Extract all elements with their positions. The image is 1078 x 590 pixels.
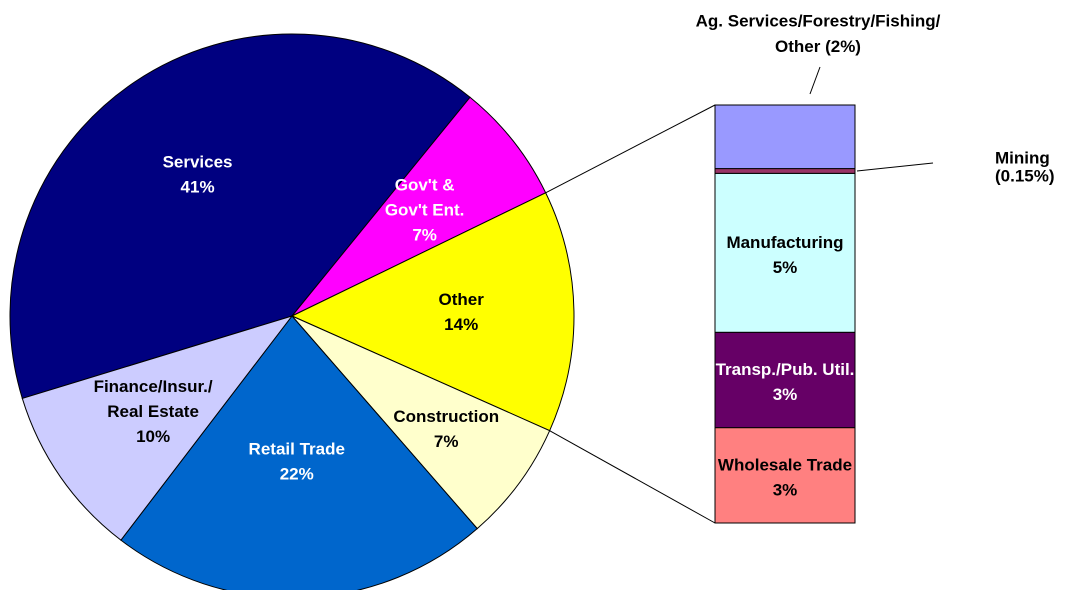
slice-label: Services (163, 153, 233, 172)
bar-segment (714, 172, 856, 333)
slice-value-label: 14% (444, 315, 478, 334)
pie-slice (290, 192, 575, 432)
bar-segment (714, 427, 856, 524)
slice-value-label: 10% (136, 427, 170, 446)
slice-label: Construction (393, 407, 499, 426)
slice-label: Gov't Ent. (385, 200, 465, 219)
pie-slice (291, 96, 547, 317)
bar-value-label: 3% (773, 480, 798, 499)
slice-label: Retail Trade (249, 440, 345, 459)
bar-segment (714, 104, 856, 170)
slice-label: Finance/Insur./ (94, 377, 213, 396)
bar-value-label: 5% (773, 258, 798, 277)
pie-slice (21, 315, 294, 541)
bar-label-line: Other (2%) (775, 37, 861, 56)
leader-line (856, 162, 934, 172)
connector-line (549, 430, 716, 524)
bar-segment (714, 168, 856, 174)
pie-slice (120, 315, 478, 590)
bar-segment (714, 331, 856, 429)
bar-value-label: 3% (773, 385, 798, 404)
slice-value-label: 7% (434, 432, 459, 451)
slice-label: Gov't & (395, 175, 455, 194)
bar-value-label: (0.15%) (995, 166, 1055, 185)
connector-line (545, 104, 716, 194)
pie-slice (291, 315, 551, 530)
bar-label: Ag. Services/Forestry/Fishing/ (696, 11, 941, 30)
bar-label: Manufacturing (726, 233, 843, 252)
slice-label: Other (439, 290, 485, 309)
bar-label: Other (775, 37, 821, 56)
bar-label: Mining (995, 148, 1050, 167)
slice-label: Real Estate (107, 402, 199, 421)
bar-value-label: (2%) (825, 37, 861, 56)
slice-value-label: 41% (181, 178, 215, 197)
bar-label: Wholesale Trade (718, 455, 852, 474)
slice-value-label: 22% (280, 465, 314, 484)
slice-value-label: 7% (412, 225, 437, 244)
leader-line (809, 66, 821, 95)
bar-label: Transp./Pub. Util. (716, 360, 855, 379)
pie-slice (9, 33, 471, 400)
